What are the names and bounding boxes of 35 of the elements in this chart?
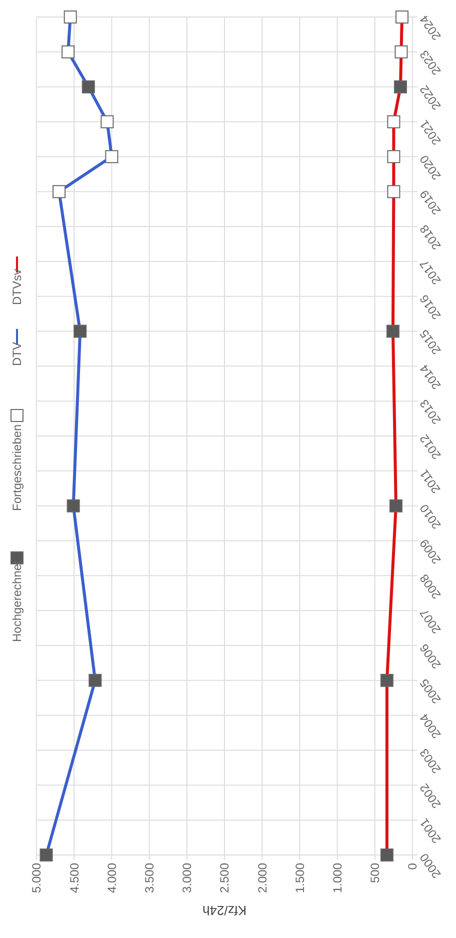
x-tick-label: 1.500 <box>292 862 307 894</box>
legend-label: Fortgeschrieben <box>10 424 24 511</box>
x-tick-label: 3.500 <box>142 862 156 894</box>
x-tick-label: 3.000 <box>180 862 194 894</box>
point <box>389 499 402 512</box>
x-tick-label: 5.000 <box>30 862 44 894</box>
point <box>387 185 400 198</box>
x-tick-label: 4.000 <box>104 862 119 894</box>
point <box>387 115 400 128</box>
legend-label: DTVsv <box>10 269 24 305</box>
x-tick-label: 2.500 <box>218 862 232 894</box>
point <box>105 150 118 164</box>
x-tick-label: 500 <box>368 862 382 884</box>
legend-label: DTV <box>10 342 24 366</box>
point <box>380 848 394 862</box>
point <box>74 324 87 338</box>
x-tick-label: 4.500 <box>67 862 82 894</box>
point <box>66 499 80 512</box>
x-tick-label: 1.000 <box>330 862 344 894</box>
point <box>394 80 407 94</box>
point <box>82 80 95 94</box>
point <box>386 324 400 338</box>
point <box>100 115 114 128</box>
point <box>380 674 394 687</box>
point <box>64 10 77 24</box>
point <box>395 10 408 24</box>
point <box>40 848 53 862</box>
x-axis-title: Kfz/24h <box>202 903 247 918</box>
point <box>394 45 408 58</box>
x-tick-label: 2.000 <box>255 862 270 894</box>
point <box>88 674 102 687</box>
point <box>52 185 66 198</box>
point <box>62 45 75 58</box>
point <box>387 150 400 164</box>
x-tick-label: 0 <box>406 862 420 870</box>
